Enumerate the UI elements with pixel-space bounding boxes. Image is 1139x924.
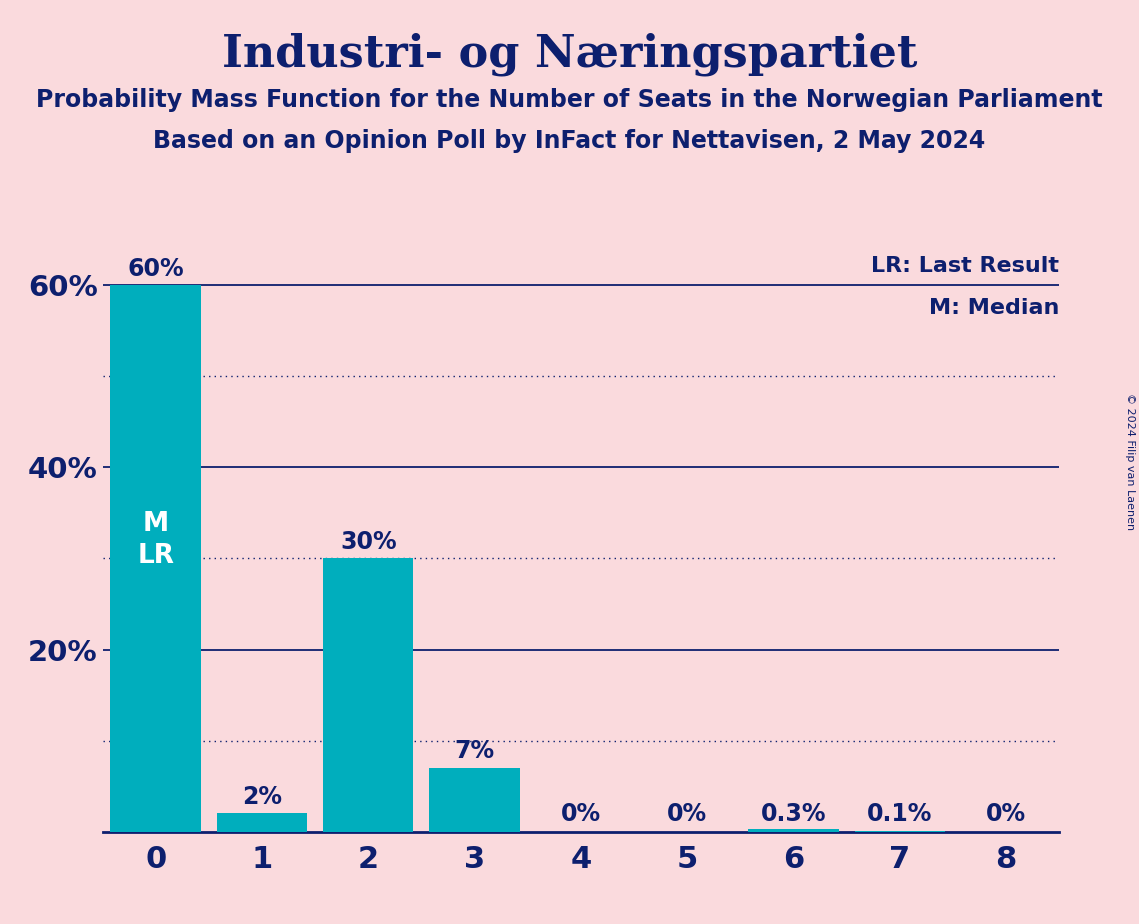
Text: 2%: 2% xyxy=(241,784,282,808)
Text: 0.1%: 0.1% xyxy=(867,802,933,826)
Bar xyxy=(323,558,413,832)
Bar xyxy=(748,829,838,832)
Text: M: Median: M: Median xyxy=(929,298,1059,318)
Text: Industri- og Næringspartiet: Industri- og Næringspartiet xyxy=(222,32,917,76)
Text: 0%: 0% xyxy=(560,802,601,826)
Text: Based on an Opinion Poll by InFact for Nettavisen, 2 May 2024: Based on an Opinion Poll by InFact for N… xyxy=(154,129,985,153)
Text: LR: Last Result: LR: Last Result xyxy=(871,256,1059,276)
Text: M
LR: M LR xyxy=(137,511,174,569)
Text: 0%: 0% xyxy=(667,802,707,826)
Bar xyxy=(110,286,200,832)
Text: 30%: 30% xyxy=(339,530,396,553)
Bar xyxy=(216,813,308,832)
Text: 0.3%: 0.3% xyxy=(761,802,826,826)
Bar xyxy=(429,768,519,832)
Text: 0%: 0% xyxy=(986,802,1026,826)
Text: 60%: 60% xyxy=(128,257,185,281)
Text: 7%: 7% xyxy=(454,739,494,763)
Text: © 2024 Filip van Laenen: © 2024 Filip van Laenen xyxy=(1125,394,1134,530)
Text: Probability Mass Function for the Number of Seats in the Norwegian Parliament: Probability Mass Function for the Number… xyxy=(36,88,1103,112)
